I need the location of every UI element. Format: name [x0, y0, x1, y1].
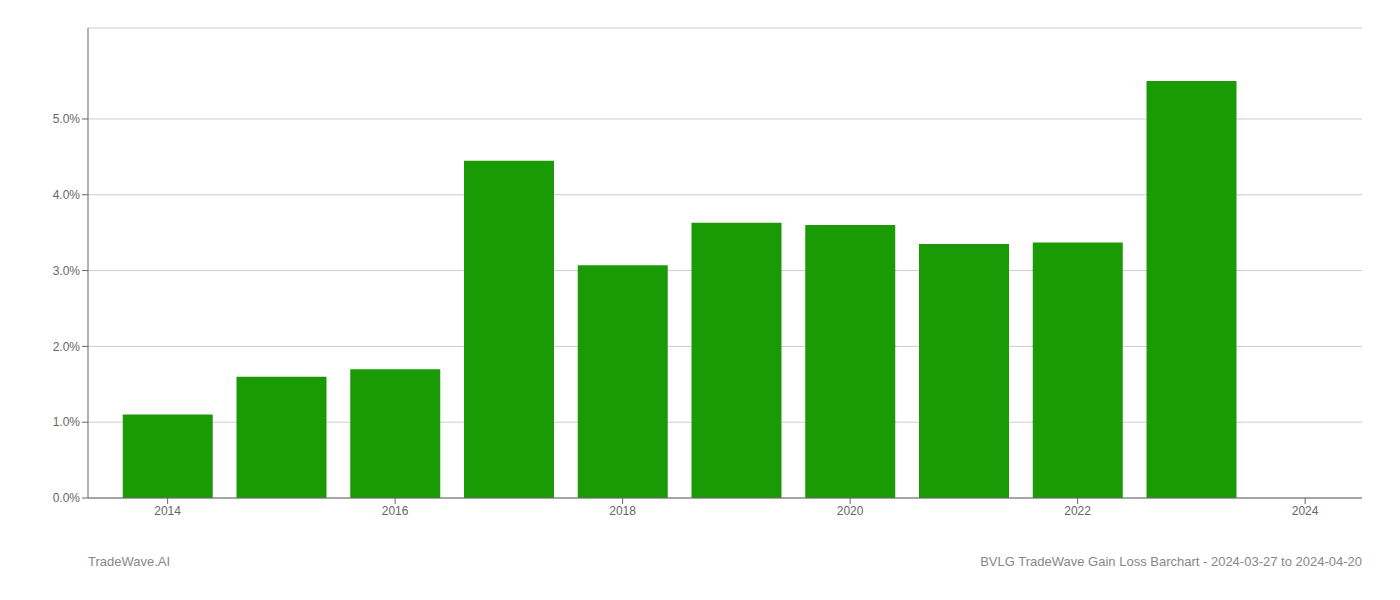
- html-text:BVLG TradeWave Gain Loss Barch: BVLG TradeWave Gain Loss Barchart - 2024…: [980, 554, 1362, 569]
- svg-text:2020: 2020: [837, 504, 864, 518]
- html-text:TradeWave.AI: TradeWave.AI: [88, 554, 171, 569]
- svg-text:4.0%: 4.0%: [53, 188, 81, 202]
- svg-text:2018: 2018: [609, 504, 636, 518]
- svg-text:0.0%: 0.0%: [53, 491, 81, 505]
- svg-text:3.0%: 3.0%: [53, 264, 81, 278]
- svg-text:2016: 2016: [382, 504, 409, 518]
- svg-text:2022: 2022: [1064, 504, 1091, 518]
- svg-text:2014: 2014: [154, 504, 181, 518]
- svg-text:1.0%: 1.0%: [53, 415, 81, 429]
- svg-text:5.0%: 5.0%: [53, 112, 81, 126]
- svg-text:2.0%: 2.0%: [53, 340, 81, 354]
- svg-text:2024: 2024: [1292, 504, 1319, 518]
